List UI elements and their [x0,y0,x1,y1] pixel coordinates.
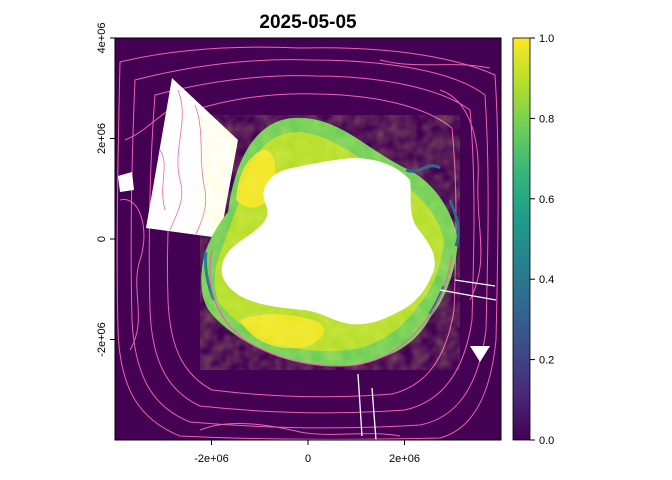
antarctica-landmass [221,158,435,325]
contour-line [379,59,491,69]
colorbar-gradient [512,37,531,441]
y-tick-label: 0 [96,236,108,242]
coastline-contour [209,249,453,367]
x-tick-label: -2e+06 [194,453,229,465]
missing-data-patch [118,172,134,192]
contour-line [130,59,489,429]
x-tick-label: 0 [305,453,311,465]
contour-line [148,75,475,414]
map-panel [115,38,501,440]
contour-line [119,199,145,351]
contour-line [167,93,457,398]
colorbar-tick-label: 1.0 [539,33,554,45]
colorbar-tick-label: 0.2 [539,355,554,367]
colorbar: 0.0 0.2 0.4 0.6 0.8 1.0 [512,33,554,447]
x-tick-label: 2e+06 [389,453,420,465]
y-tick-label: 4e+06 [96,23,108,54]
colorbar-tick-label: 0.0 [539,435,554,447]
map-title: 2025-05-05 [259,12,357,33]
sea-ice-edge [204,251,216,301]
y-axis: 4e+06 2e+06 0 -2e+06 [96,23,115,357]
contour-line [439,89,482,301]
y-tick-label: -2e+06 [96,322,108,357]
data-artifacts [357,279,497,440]
x-axis: -2e+06 0 2e+06 [194,440,420,465]
y-tick-label: 2e+06 [96,123,108,154]
contour-lines [116,46,499,440]
contour-line [116,46,499,440]
contour-line [199,423,401,437]
colorbar-tick-label: 0.6 [539,194,554,206]
contour-line [169,89,183,231]
colorbar-tick-label: 0.8 [539,113,554,125]
contour-line [159,149,166,211]
missing-data-patch [470,346,490,362]
colorbar-ticks: 0.0 0.2 0.4 0.6 0.8 1.0 [530,33,554,447]
colorbar-tick-label: 0.4 [539,274,554,286]
